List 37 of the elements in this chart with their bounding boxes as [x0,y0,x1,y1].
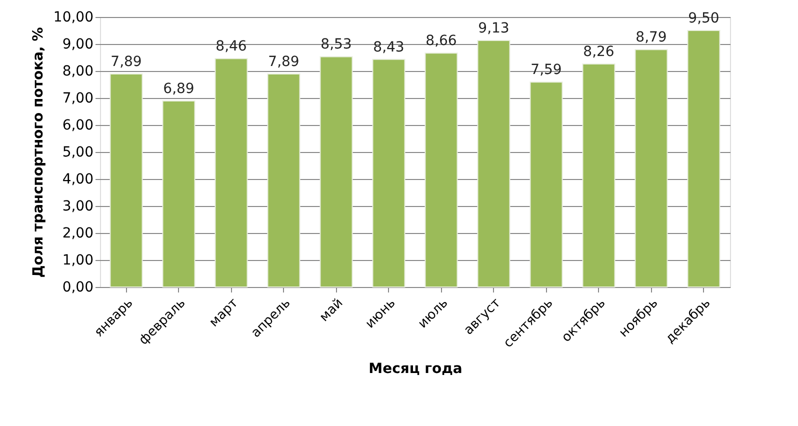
data-label: 9,13 [478,20,510,36]
bar [372,58,406,288]
y-tick-label: 6,00 [62,118,94,134]
data-label: 8,26 [583,44,614,60]
data-label: 7,89 [110,54,142,70]
data-label: 8,79 [636,30,667,46]
y-tick-label: 3,00 [62,198,94,214]
y-tick-label: 9,00 [62,36,94,52]
bar [582,63,616,288]
bar [110,73,143,288]
x-axis-title: Месяц года [368,361,462,378]
bar [687,30,720,288]
data-label: 8,66 [426,33,457,50]
y-tick-label: 10,00 [53,10,94,26]
data-label: 9,50 [688,10,720,26]
data-label: 7,89 [268,54,300,70]
bar [320,56,353,288]
y-tick-label: 1,00 [62,252,94,268]
y-tick-label: 8,00 [62,64,94,80]
y-axis-title: Доля транспортного потока, % [30,27,46,278]
bar [162,100,196,288]
y-tick-label: 7,00 [62,90,94,106]
y-tick-label: 4,00 [62,172,94,188]
data-label: 6,89 [163,80,194,97]
bar [530,82,563,288]
data-label: 8,53 [320,36,352,53]
bar [267,73,300,288]
bar [477,40,510,288]
y-tick-label: 0,00 [62,280,94,296]
y-tick-label: 5,00 [62,144,94,160]
bar [214,58,248,288]
data-label: 7,59 [530,62,562,78]
y-tick-label: 2,00 [62,226,94,242]
bar [424,52,458,288]
data-label: 8,46 [216,38,247,55]
bar [634,49,668,288]
data-label: 8,43 [373,39,404,56]
